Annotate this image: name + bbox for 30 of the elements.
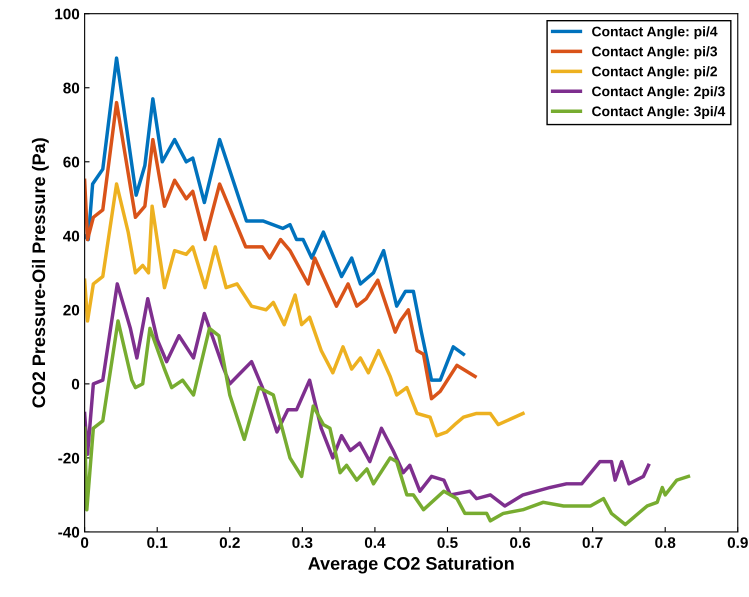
line-series [84,100,477,400]
y-tick-label: 20 [63,304,80,316]
x-axis-title: Average CO2 Saturation [308,556,514,574]
x-tick-label: 0 [80,537,88,548]
x-tick-label: 0.1 [147,537,168,548]
x-tick-label: 0.3 [292,537,312,548]
y-tick-label: 40 [63,230,80,242]
x-tick-label: 0.8 [655,537,676,548]
x-tick-label: 0.7 [582,537,603,548]
legend-label: Contact Angle: 2pi/3 [592,86,725,100]
legend-label: Contact Angle: pi/3 [592,46,718,60]
x-tick-label: 0.6 [510,537,530,548]
legend-label: Contact Angle: pi/2 [592,66,717,80]
y-axis-title: CO2 Pressure-Oil Pressure (Pa) [32,138,49,408]
line-series [84,282,650,508]
y-tick-label: -20 [58,452,80,464]
y-tick-label: 100 [55,8,80,20]
x-tick-label: 0.4 [364,537,386,548]
y-tick-label: -40 [58,526,80,538]
line-series [84,56,466,382]
y-tick-label: 80 [63,82,80,94]
line-series [84,182,525,438]
x-tick-label: 0.2 [220,537,240,548]
line-series [84,319,690,526]
legend-label: Contact Angle: 3pi/4 [592,106,726,120]
x-tick-label: 0.5 [437,537,458,548]
legend-label: Contact Angle: pi/4 [592,26,718,40]
y-tick-label: 0 [72,378,80,390]
y-tick-label: 60 [63,156,80,168]
x-tick-label: 0.9 [728,537,748,548]
